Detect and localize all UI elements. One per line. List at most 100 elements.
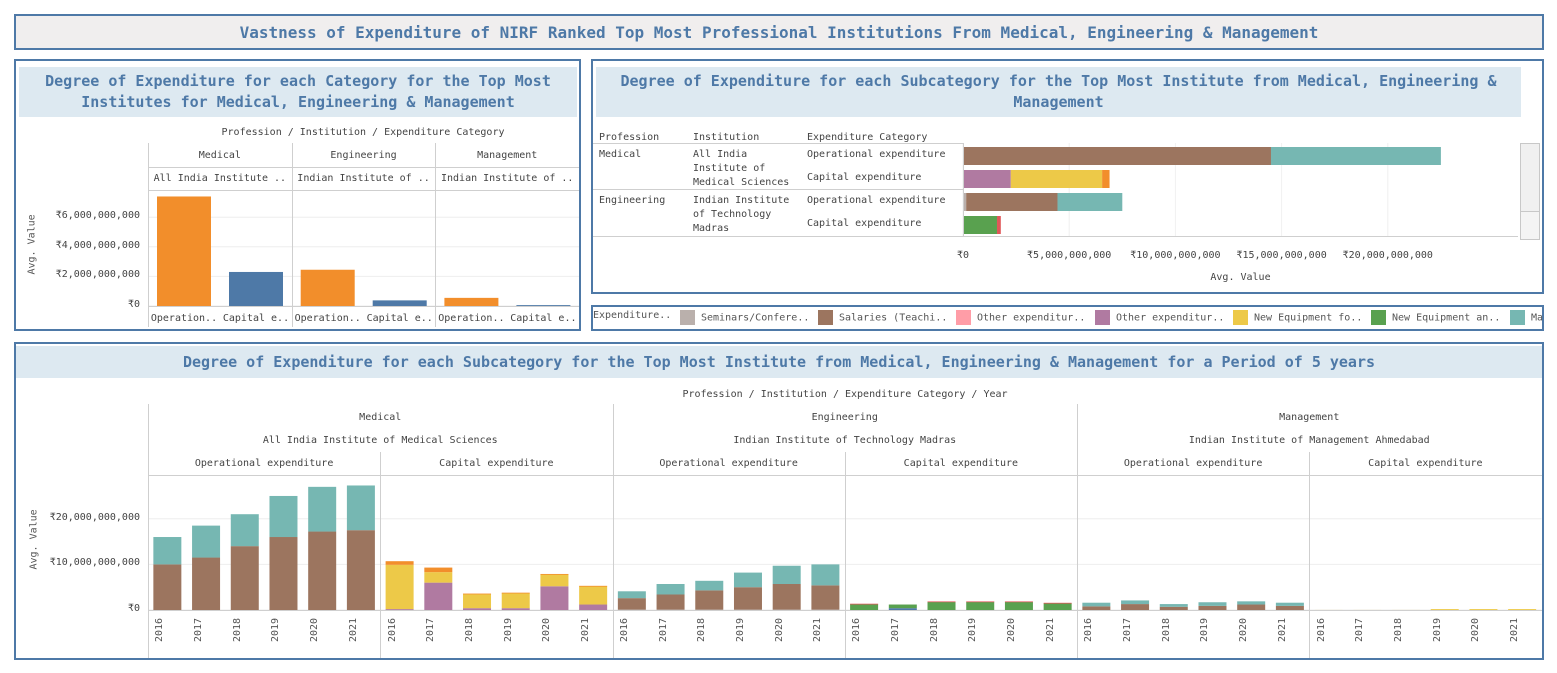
legend-item[interactable]: New Equipment an.. [1371, 310, 1500, 326]
x-tick-label: Capital e.. [222, 313, 290, 324]
institution-header: Indian Institute of .. [441, 173, 574, 184]
stacked-bar-segment [463, 608, 492, 610]
legend-item[interactable]: Other expenditur.. [1095, 310, 1224, 326]
year-tick-label: 2021 [580, 617, 592, 643]
year-tick-label: 2016 [618, 617, 630, 643]
year-tick-label: 2020 [309, 617, 321, 643]
column-header: Institution [693, 132, 760, 143]
axis-baseline [148, 610, 1542, 611]
stacked-bar-segment [1004, 601, 1033, 610]
header-divider [148, 167, 579, 168]
year-tick-label: 2018 [928, 617, 940, 643]
x-tick-label: ₹20,000,000,000 [1342, 250, 1433, 261]
legend-item[interactable]: Salaries (Teachi.. [818, 310, 947, 326]
stacked-segment [1010, 170, 1103, 188]
color-legend[interactable]: Expenditure.. Seminars/Confere.. Salaries … [591, 305, 1544, 331]
stacked-bar-segment [733, 572, 762, 588]
row-category: Operational expenditure [807, 195, 946, 206]
year-tick-label: 2019 [1431, 617, 1443, 643]
x-tick-label: ₹0 [956, 250, 970, 261]
axis-baseline [148, 306, 579, 307]
y-tick-label: ₹0 [127, 603, 140, 614]
row-institution-line: of Technology [693, 209, 772, 220]
category-header: Capital expenditure [1368, 458, 1483, 469]
x-tick-label: ₹5,000,000,000 [1027, 250, 1112, 261]
category-bar [516, 305, 571, 306]
category-expenditure-panel[interactable]: Degree of Expenditure for each Category … [14, 59, 581, 331]
year-tick-label: 2017 [193, 617, 205, 643]
chart2-scrollbar[interactable] [1520, 143, 1540, 240]
year-tick-label: 2020 [1238, 617, 1250, 643]
legend-item[interactable]: New Equipment fo.. [1233, 310, 1362, 326]
legend-swatch [1095, 310, 1110, 325]
x-tick-label: Capital e.. [510, 313, 577, 324]
stacked-bar-segment [927, 601, 956, 610]
column-header: Expenditure Category [807, 132, 928, 143]
stacked-bar-segment [772, 584, 801, 610]
row-institution-line: Madras [693, 223, 730, 234]
legend-item[interactable]: Other expenditur.. [956, 310, 1085, 326]
profession-header: Engineering [330, 150, 397, 161]
stacked-bar-segment [579, 604, 608, 610]
yearly-expenditure-panel[interactable]: Degree of Expenditure for each Subcatego… [14, 342, 1544, 660]
x-axis-label: Avg. Value [1210, 272, 1271, 283]
stacked-bar-segment [463, 594, 492, 609]
stacked-bar-segment [540, 574, 569, 587]
stacked-bar-segment [656, 609, 685, 611]
legend-item[interactable]: Ma [1510, 310, 1542, 326]
y-tick-label: ₹6,000,000,000 [55, 210, 140, 222]
stacked-bar-segment [695, 590, 724, 610]
stacked-bar-segment [695, 609, 724, 611]
stacked-bar-segment [1082, 602, 1111, 607]
institution-header: Indian Institute of Management Ahmedabad [1188, 435, 1430, 446]
stacked-segment [1057, 193, 1123, 211]
y-axis-label: Avg. Value [28, 509, 40, 570]
legend-swatch [1510, 310, 1525, 325]
stacked-segment [966, 193, 1058, 211]
stacked-bar-segment [269, 537, 298, 610]
stacked-bar-segment [192, 557, 221, 610]
stacked-bar-segment [927, 601, 956, 603]
stacked-bar-segment [888, 604, 917, 609]
category-bar [372, 300, 427, 306]
legend-item[interactable]: Expenditure.. [593, 310, 671, 326]
stacked-bar-segment [346, 530, 375, 610]
x-tick-label: Operation.. [150, 313, 218, 324]
year-tick-label: 2018 [464, 617, 476, 643]
pane-divider [380, 452, 382, 658]
stacked-bar-segment [463, 593, 492, 595]
profession-header: Medical [359, 412, 402, 423]
stacked-bar-segment [501, 608, 530, 610]
stacked-bar-segment [617, 609, 646, 611]
stacked-bar-segment [579, 585, 608, 587]
legend-label: New Equipment fo.. [1254, 312, 1363, 324]
legend-label: Expenditure.. [593, 310, 672, 321]
chart2-title: Degree of Expenditure for each Subcatego… [596, 67, 1521, 117]
legend-label: Seminars/Confere.. [701, 312, 810, 324]
row-category: Capital expenditure [807, 218, 922, 229]
profession-header: Management [1279, 412, 1340, 423]
category-header: Capital expenditure [903, 458, 1019, 469]
stacked-bar-segment [1508, 609, 1537, 610]
group-divider [612, 404, 614, 658]
row-institution-line: Institute of [693, 163, 766, 174]
chart1-plot [148, 196, 579, 307]
stacked-bar-segment [192, 525, 221, 558]
stacked-bar-segment [230, 514, 259, 547]
year-tick-label: 2019 [734, 617, 746, 643]
year-tick-label: 2016 [1315, 617, 1327, 643]
stacked-bar-segment [966, 601, 995, 603]
subcategory-expenditure-panel[interactable]: Degree of Expenditure for each Subcatego… [591, 59, 1544, 294]
stacked-bar-segment [153, 537, 182, 565]
legend-item[interactable]: Seminars/Confere.. [680, 310, 809, 326]
chart2-scrollbar-thumb[interactable] [1521, 144, 1539, 212]
stacked-bar-segment [424, 582, 453, 610]
year-tick-label: 2021 [1044, 617, 1056, 643]
header-divider [148, 190, 579, 191]
profession-header: Management [477, 150, 538, 161]
row-institution-line: Medical Sciences [693, 177, 790, 188]
category-header: Operational expenditure [659, 458, 798, 469]
y-tick-label: ₹10,000,000,000 [49, 557, 140, 569]
stacked-segment [1270, 147, 1441, 165]
year-tick-label: 2019 [270, 617, 282, 643]
